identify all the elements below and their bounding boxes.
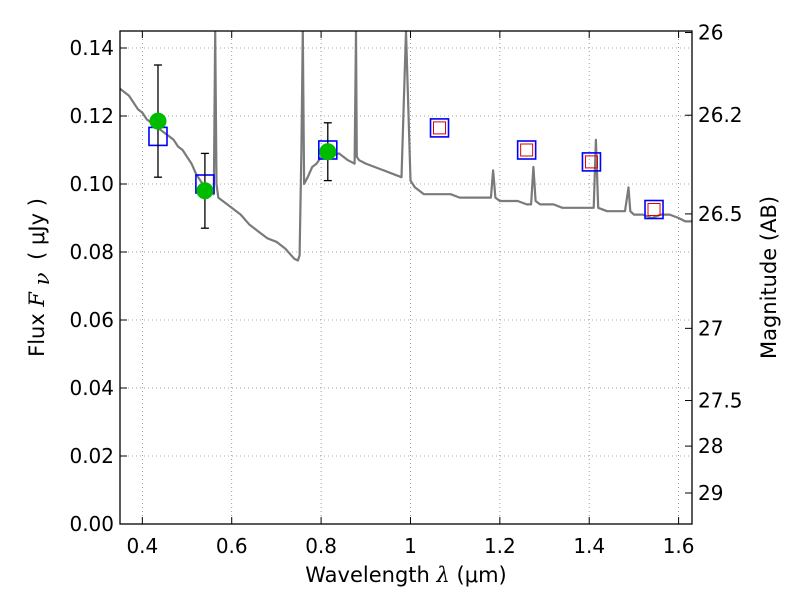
y-tick-label: 0.14 [69,36,114,60]
y-tick-label: 0.10 [69,172,114,196]
model-flux-square [429,118,450,138]
y-tick-label: 0.08 [69,240,114,264]
secondary-y-axis-label: Magnitude (AB) [757,196,781,359]
plot-frame [119,30,693,525]
x-axis-label-text: Wavelength [305,563,436,587]
x-axis-label-unit: (μm) [457,563,507,587]
y-tick-label: 0.00 [69,512,114,536]
x-tick-label: 1.2 [484,534,516,558]
y2-tick-label: 26.2 [698,103,743,127]
y2-tick-label: 26.5 [698,202,743,226]
x-tick-label: 0.6 [216,534,248,558]
y2-tick-label: 28 [698,434,723,458]
y-axis-label-unit: ( μJy ) [25,198,49,260]
x-axis-label: Wavelength λ (μm) [305,563,506,587]
x-axis-label-symbol: λ [436,563,450,587]
model-inner-square [433,121,447,135]
y-tick-label: 0.02 [69,444,114,468]
y-tick-label: 0.06 [69,308,114,332]
x-tick-label: 1.6 [663,534,695,558]
ticks [120,31,692,525]
y-tick-label: 0.12 [69,104,114,128]
observed-flux-point [196,182,214,200]
tick-labels: 0.4 0.6 0.8 1 1.2 1.4 1.6 0.00 0.02 0.04 0.06 0.08 0… [69,21,742,558]
x-tick-label: 0.8 [305,534,337,558]
sed-model-line [120,31,692,262]
model-inner-square [520,143,534,157]
model-inner-square [584,155,598,169]
y-tick-label: 0.04 [69,376,114,400]
observed-flux-point [319,143,337,161]
y2-tick-label: 26 [698,21,723,45]
observed-flux-point [149,112,167,130]
y2-tick-label: 29 [698,481,723,505]
x-tick-label: 1.4 [573,534,605,558]
model-inner-square [647,203,661,216]
x-tick-label: 1 [404,534,417,558]
model-flux-square [581,152,602,172]
y2-tick-label: 27.5 [698,389,743,413]
y2-tick-label: 27 [698,316,723,340]
y-axis-label: Flux F ν ( μJy ) [25,198,54,357]
x-tick-label: 0.4 [126,534,158,558]
model-flux-square [644,199,664,220]
y-axis-label-subscript: ν [30,272,54,285]
y-axis-label-text: Flux [25,307,49,357]
model-flux-square [516,140,537,160]
y-axis-label-symbol: F [25,291,49,308]
plot-area [120,31,692,262]
